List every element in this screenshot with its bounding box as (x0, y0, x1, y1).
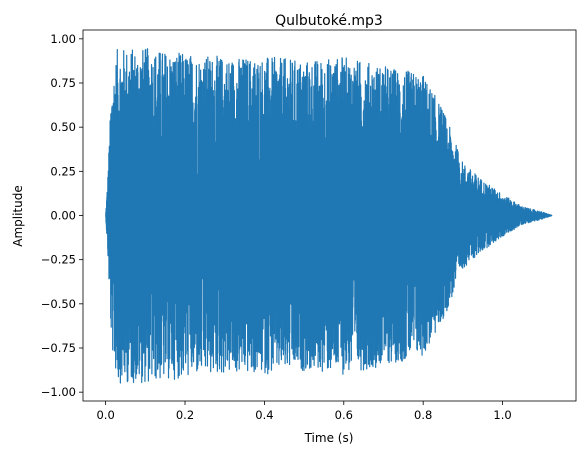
chart-title: Qulbutoké.mp3 (275, 13, 383, 29)
plot-area (105, 48, 553, 384)
y-tick-label: 0.00 (50, 209, 76, 223)
x-tick-label: 0.6 (335, 408, 353, 422)
y-tick-label: −0.50 (41, 297, 76, 311)
y-tick-label: 0.50 (50, 120, 76, 134)
x-axis: 0.0 0.2 0.4 0.6 0.8 1.0 (96, 401, 512, 422)
x-tick-label: 0.8 (414, 408, 432, 422)
x-tick-label: 0.2 (176, 408, 194, 422)
y-tick-label: −0.25 (41, 253, 76, 267)
y-tick-label: −1.00 (41, 385, 76, 399)
x-axis-label: Time (s) (304, 431, 354, 445)
waveform-line (105, 48, 553, 384)
x-tick-label: 1.0 (493, 408, 511, 422)
y-tick-label: −0.75 (41, 341, 76, 355)
x-tick-label: 0.0 (96, 408, 114, 422)
x-tick-label: 0.4 (255, 408, 273, 422)
y-axis-label: Amplitude (11, 185, 25, 247)
y-tick-label: 1.00 (50, 32, 76, 46)
y-tick-label: 0.25 (50, 164, 76, 178)
y-tick-label: 0.75 (50, 76, 76, 90)
y-axis: −1.00 −0.75 −0.50 −0.25 0.00 0.25 0.50 0.75 1.00 (41, 32, 83, 399)
